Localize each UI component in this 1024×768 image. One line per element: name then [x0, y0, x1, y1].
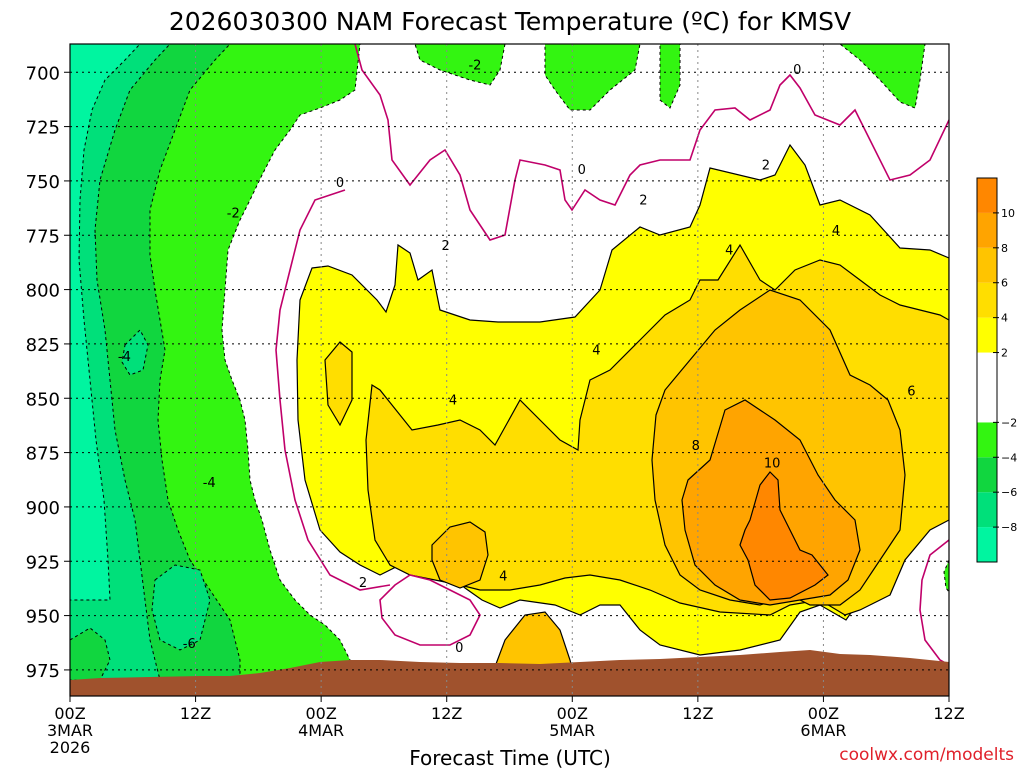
colorbar-label-0: 10	[1001, 207, 1015, 220]
band-neg2-to-neg4-top2	[414, 44, 506, 86]
temperature-field	[70, 44, 949, 696]
y-tick-label-9: 925	[26, 552, 60, 573]
colorbar-segment-1	[977, 492, 997, 528]
colorbar-label-7: −6	[1001, 486, 1017, 499]
zero-isotherm-main	[354, 44, 949, 241]
contour-label-2: 2	[762, 159, 770, 174]
contour-label-9: 4	[832, 224, 840, 239]
x-tick-label-7-0: 12Z	[933, 704, 964, 723]
band-neg8-to-neg10	[70, 44, 141, 601]
band-neg2-to-neg4-east	[943, 559, 949, 593]
colorbar-segment-9	[977, 212, 997, 248]
colorbar-label-6: −4	[1001, 451, 1017, 464]
x-tick-label-1-0: 12Z	[180, 704, 211, 723]
band-neg6-to-neg8-blob2	[151, 564, 211, 651]
zero-isotherm-east	[919, 539, 949, 666]
y-tick-label-8: 900	[26, 498, 60, 519]
contour-label-4: 0	[578, 163, 586, 178]
contour-label-18: 4	[499, 569, 507, 584]
colorbar-segment-2	[977, 457, 997, 493]
colorbar-segment-0	[977, 527, 997, 562]
y-tick-label-1: 725	[26, 118, 60, 139]
y-tick-label-5: 825	[26, 335, 60, 356]
contour-label-13: 6	[907, 385, 915, 400]
contour-label-11: -4	[118, 350, 131, 365]
x-tick-label-4-1: 5MAR	[549, 721, 595, 740]
colorbar: 10 8 6 4 2 −2 −4 −6 −8	[976, 177, 1017, 563]
band-neg6-to-neg8-blob	[121, 329, 149, 376]
band-6-to-8-south	[431, 521, 489, 589]
colorbar-segment-7	[977, 282, 997, 318]
contour-label-5: 2	[639, 193, 647, 208]
y-tick-label-6: 850	[26, 389, 60, 410]
colorbar-segment-3	[977, 422, 997, 458]
colorbar-label-1: 8	[1001, 242, 1008, 255]
contour-label-3: 0	[336, 176, 344, 191]
y-tick-label-7: 875	[26, 444, 60, 465]
x-tick-label-6-1: 6MAR	[800, 721, 846, 740]
x-axis-label: Forecast Time (UTC)	[409, 746, 611, 768]
credit-text: coolwx.com/modelts	[839, 745, 1014, 765]
colorbar-segment-6	[977, 317, 997, 353]
x-tick-label-0-1: 3MAR	[47, 721, 93, 740]
zero-isotherm-south	[379, 574, 481, 646]
x-tick-label-5-0: 12Z	[682, 704, 713, 723]
terrain	[70, 650, 949, 696]
contour-label-6: -2	[227, 207, 240, 222]
colorbar-segment-5	[977, 352, 997, 388]
colorbar-frame	[976, 177, 998, 563]
colorbar-segment-10	[977, 178, 997, 213]
y-tick-label-4: 800	[26, 281, 60, 302]
y-tick-label-2: 750	[26, 172, 60, 193]
colorbar-label-3: 4	[1001, 312, 1008, 325]
contour-label-19: -6	[183, 637, 196, 652]
colorbar-label-8: −8	[1001, 521, 1017, 534]
contour-labels: -2 0 2 0 0 2 -2 2 4 4 4 -4 4 6 8 10 -4 2 4 -6 0	[118, 59, 916, 656]
colorbar-segment-4	[977, 387, 997, 423]
band-neg2-to-neg4-top3	[659, 44, 681, 109]
band-neg2-to-neg4-top1	[544, 44, 641, 111]
band-neg2-to-neg4-top4	[839, 44, 926, 109]
x-tick-label-0-2: 2026	[50, 738, 91, 757]
contour-label-14: 8	[692, 439, 700, 454]
y-tick-label-10: 950	[26, 607, 60, 628]
chart-title: 2026030300 NAM Forecast Temperature (ºC)…	[169, 7, 851, 36]
contour-label-0: -2	[468, 59, 481, 74]
contour-label-17: 2	[359, 576, 367, 591]
contour-label-7: 2	[442, 239, 450, 254]
x-tick-label-4-0: 00Z	[557, 704, 588, 723]
y-axis: 700 725 750 775 800 825 850 875 900 925 950 975	[26, 63, 70, 682]
plot-frame	[69, 43, 950, 697]
colorbar-label-5: −2	[1001, 416, 1017, 429]
band-4-to-6-west	[324, 341, 353, 427]
colorbar-label-2: 6	[1001, 277, 1008, 290]
x-tick-label-2-0: 00Z	[305, 704, 336, 723]
zero-isotherm-west	[275, 189, 391, 591]
contour-label-12: 4	[449, 393, 457, 408]
contour-label-16: -4	[203, 476, 216, 491]
contour-label-1: 0	[793, 63, 801, 78]
colorbar-segment-8	[977, 247, 997, 283]
contour-label-8: 4	[725, 243, 733, 258]
band-neg4-to-neg6-lower	[70, 627, 111, 681]
x-tick-label-3-0: 12Z	[431, 704, 462, 723]
x-tick-label-6-0: 00Z	[808, 704, 839, 723]
y-tick-label-11: 975	[26, 661, 60, 682]
contour-label-10: 4	[592, 343, 600, 358]
x-tick-label-2-1: 4MAR	[298, 721, 344, 740]
contour-label-15: 10	[764, 456, 781, 471]
y-tick-label-3: 775	[26, 226, 60, 247]
y-tick-label-0: 700	[26, 63, 60, 84]
x-tick-label-0-0: 00Z	[54, 704, 85, 723]
colorbar-label-4: 2	[1001, 347, 1008, 360]
band-10-to-12	[739, 471, 829, 601]
contour-label-20: 0	[455, 641, 463, 656]
